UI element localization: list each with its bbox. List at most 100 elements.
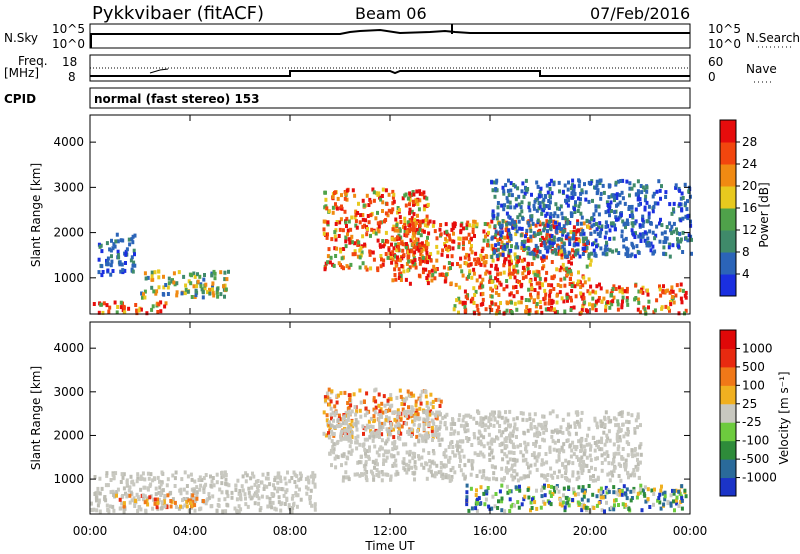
- echo-cell: [181, 498, 184, 503]
- echo-cell: [639, 236, 643, 241]
- echo-cell: [427, 270, 431, 275]
- echo-cell: [525, 461, 529, 466]
- echo-cell: [361, 224, 365, 229]
- echo-cell: [462, 414, 466, 419]
- echo-cell: [199, 284, 203, 289]
- freq-strip: Freq. [MHz] 18 8 60 0 Nave: [4, 54, 777, 84]
- echo-cell: [552, 307, 556, 312]
- echo-cell: [494, 263, 498, 268]
- echo-cell: [457, 242, 461, 247]
- echo-cell: [112, 475, 116, 480]
- echo-cell: [529, 234, 533, 239]
- echo-cell: [585, 508, 588, 513]
- echo-cell: [615, 203, 618, 208]
- echo-cell: [414, 265, 418, 270]
- echo-cell: [564, 254, 567, 259]
- echo-cell: [607, 429, 611, 434]
- echo-cell: [603, 494, 607, 499]
- echo-cell: [350, 240, 354, 245]
- echo-cell: [536, 218, 540, 223]
- echo-cell: [139, 307, 143, 312]
- echo-cell: [571, 248, 574, 253]
- echo-cell: [96, 503, 100, 508]
- echo-cell: [135, 492, 139, 497]
- echo-cell: [358, 220, 362, 225]
- echo-cell: [551, 241, 555, 246]
- echo-cell: [660, 184, 663, 189]
- echo-cell: [601, 251, 605, 256]
- echo-cell: [515, 427, 519, 432]
- echo-cell: [624, 225, 627, 230]
- echo-cell: [497, 241, 501, 246]
- echo-cell: [256, 485, 259, 490]
- echo-cell: [310, 503, 314, 508]
- echo-cell: [672, 229, 676, 234]
- echo-cell: [629, 489, 633, 494]
- echo-cell: [596, 456, 599, 461]
- echo-cell: [324, 197, 328, 202]
- echo-cell: [339, 430, 343, 435]
- echo-cell: [639, 239, 643, 243]
- echo-cell: [450, 477, 454, 482]
- echo-cell: [499, 245, 503, 250]
- echo-cell: [345, 264, 349, 269]
- echo-cell: [162, 285, 166, 290]
- echo-cell: [404, 245, 408, 250]
- echo-cell: [417, 424, 421, 429]
- echo-cell: [594, 208, 598, 213]
- echo-cell: [565, 234, 569, 239]
- echo-cell: [460, 439, 464, 444]
- echo-cell: [500, 496, 504, 501]
- echo-cell: [611, 221, 615, 226]
- echo-cell: [393, 254, 397, 259]
- echo-cell: [534, 310, 538, 315]
- echo-cell: [658, 492, 662, 497]
- echo-cell: [93, 492, 97, 496]
- echo-cell: [434, 430, 438, 435]
- echo-cell: [529, 426, 533, 431]
- echo-cell: [638, 197, 642, 202]
- echo-cell: [347, 414, 350, 419]
- echo-cell: [377, 470, 381, 475]
- echo-cell: [141, 471, 145, 476]
- echo-cell: [573, 492, 577, 497]
- echo-cell: [323, 395, 327, 400]
- echo-cell: [561, 189, 565, 194]
- echo-cell: [149, 482, 153, 487]
- echo-cell: [641, 234, 645, 239]
- echo-cell: [211, 290, 215, 295]
- echo-cell: [291, 494, 295, 498]
- echo-cell: [340, 193, 343, 198]
- echo-cell: [636, 189, 640, 194]
- echo-cell: [346, 232, 349, 237]
- echo-cell: [417, 456, 421, 461]
- echo-cell: [476, 436, 480, 441]
- echo-cell: [363, 471, 367, 476]
- echo-cell: [516, 245, 520, 250]
- echo-cell: [467, 253, 471, 258]
- echo-cell: [632, 489, 636, 494]
- echo-cell: [633, 235, 637, 239]
- echo-cell: [128, 493, 132, 498]
- echo-cell: [595, 503, 599, 508]
- echo-cell: [194, 498, 198, 503]
- echo-cell: [535, 180, 539, 185]
- echo-cell: [101, 270, 105, 274]
- echo-cell: [99, 302, 103, 307]
- echo-cell: [193, 496, 197, 501]
- echo-cell: [529, 422, 533, 427]
- echo-cell: [92, 507, 96, 512]
- echo-cell: [100, 264, 104, 269]
- echo-cell: [404, 277, 408, 282]
- echo-cell: [223, 470, 227, 475]
- echo-cell: [331, 195, 335, 200]
- echo-cell: [238, 496, 242, 501]
- echo-cell: [430, 268, 434, 273]
- echo-cell: [484, 423, 488, 428]
- echo-cell: [573, 242, 577, 247]
- echo-cell: [651, 230, 655, 235]
- echo-cell: [297, 478, 301, 483]
- echo-cell: [505, 484, 509, 489]
- echo-cell: [547, 301, 551, 306]
- echo-cell: [263, 484, 266, 489]
